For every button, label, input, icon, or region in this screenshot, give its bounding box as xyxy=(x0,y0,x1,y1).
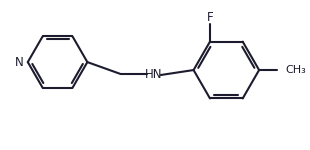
Text: CH₃: CH₃ xyxy=(285,65,306,75)
Text: F: F xyxy=(207,11,213,24)
Text: N: N xyxy=(15,56,24,69)
Text: HN: HN xyxy=(145,69,163,81)
